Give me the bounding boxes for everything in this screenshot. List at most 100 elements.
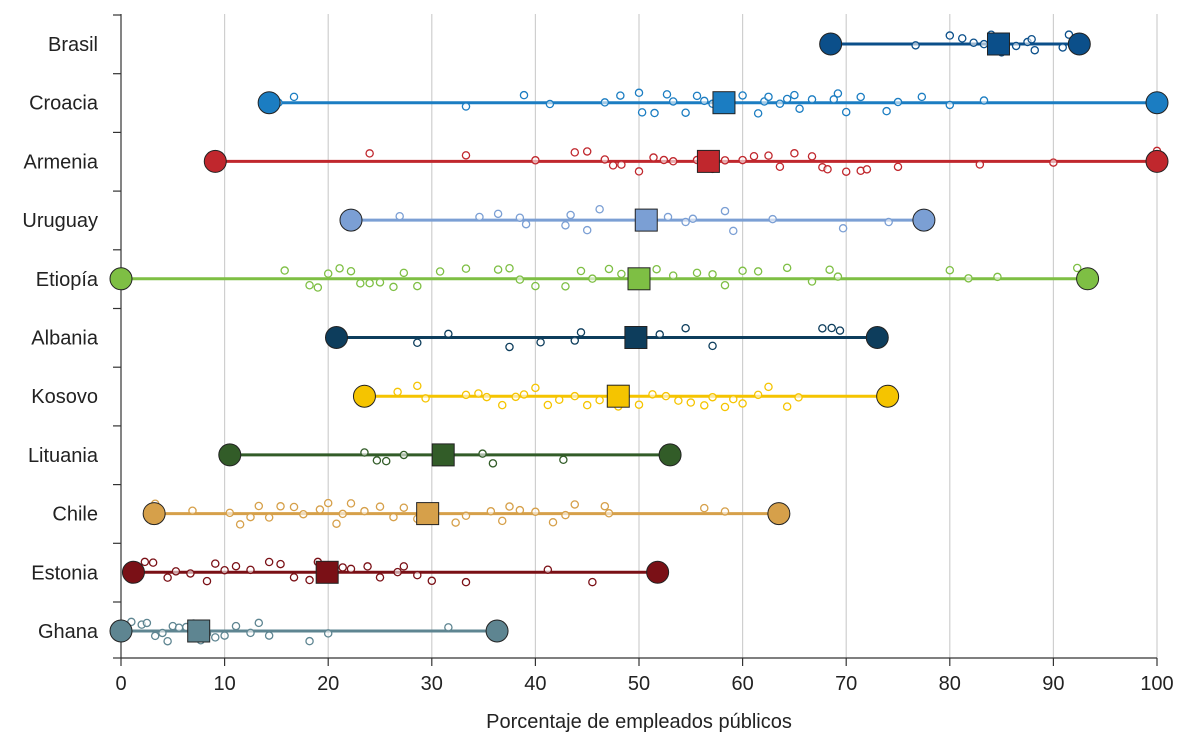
data-point [335, 264, 344, 273]
data-point [893, 97, 903, 107]
x-tick-label: 80 [939, 673, 961, 695]
x-tick-label: 90 [1042, 673, 1064, 695]
data-point [782, 263, 792, 273]
series-row [109, 263, 1100, 292]
data-point [668, 157, 678, 166]
data-point [729, 394, 738, 404]
data-point [749, 151, 759, 161]
data-point [681, 323, 690, 333]
data-point [688, 214, 698, 224]
min-marker [324, 326, 348, 349]
country-label: Estonia [31, 562, 99, 584]
data-point [554, 395, 564, 405]
data-point [305, 575, 314, 585]
data-point [738, 266, 747, 276]
data-point [957, 34, 967, 43]
mean-marker [624, 326, 648, 349]
mean-marker [187, 619, 211, 643]
min-marker [339, 208, 363, 232]
data-point [753, 267, 763, 276]
data-point [332, 519, 341, 528]
country-label: Albania [31, 328, 99, 350]
x-tick-label: 10 [213, 673, 235, 695]
data-point [338, 509, 347, 519]
data-point [338, 563, 347, 572]
data-point [254, 618, 264, 628]
data-point [276, 559, 285, 569]
data-point [775, 162, 785, 171]
data-point [807, 152, 817, 161]
data-point [882, 106, 891, 116]
data-point [548, 518, 558, 527]
data-point [659, 155, 669, 165]
data-point [720, 402, 730, 412]
data-point [202, 576, 212, 586]
series-row [142, 498, 791, 529]
data-point [451, 518, 460, 527]
data-point [323, 629, 333, 638]
min-marker [142, 502, 166, 526]
data-point [515, 275, 525, 284]
data-point [399, 450, 409, 460]
max-marker [1145, 91, 1169, 115]
data-point [186, 569, 195, 578]
data-point [515, 505, 525, 515]
data-point [588, 274, 597, 283]
data-point [764, 382, 773, 392]
data-point [264, 513, 274, 522]
data-point [536, 338, 545, 347]
data-point [493, 209, 503, 219]
data-point [700, 401, 709, 410]
data-point [582, 400, 592, 410]
min-marker [352, 384, 376, 408]
data-point [1058, 43, 1067, 52]
data-point [720, 507, 730, 516]
data-point [543, 565, 553, 574]
data-point [833, 272, 843, 281]
data-point [231, 561, 241, 571]
x-tick-label: 30 [421, 673, 443, 695]
series-row [352, 381, 900, 412]
series-row [203, 146, 1169, 176]
series-layer [109, 30, 1169, 646]
series-row [121, 557, 670, 587]
data-point [254, 501, 264, 511]
data-point [708, 392, 717, 402]
data-point [305, 281, 314, 290]
data-point [708, 341, 717, 351]
data-point [570, 500, 580, 509]
mean-marker [431, 443, 455, 467]
data-point [634, 167, 644, 176]
min-marker [203, 149, 227, 173]
data-point [389, 282, 398, 292]
data-point [289, 502, 299, 512]
data-point [692, 91, 702, 101]
data-point [148, 558, 158, 567]
data-point [142, 618, 152, 628]
data-point [389, 512, 398, 522]
x-tick-label: 0 [115, 673, 126, 695]
data-point [360, 448, 369, 457]
data-point [979, 39, 989, 49]
data-point [794, 393, 803, 402]
data-point [375, 278, 385, 287]
data-point [475, 212, 484, 222]
x-tick-label: 100 [1140, 673, 1173, 695]
mean-marker [416, 502, 440, 526]
data-point [1030, 45, 1040, 55]
data-point [1072, 263, 1082, 273]
data-point [738, 155, 747, 165]
data-point [661, 391, 671, 401]
data-point [1027, 35, 1036, 44]
data-point [753, 390, 763, 400]
data-point [561, 221, 570, 230]
data-point [505, 342, 514, 352]
data-point [225, 508, 235, 518]
data-point [655, 330, 664, 339]
mean-marker [627, 267, 651, 291]
data-point [482, 392, 491, 402]
data-point [964, 274, 973, 283]
data-point [663, 212, 673, 222]
data-point [768, 214, 777, 224]
data-point [582, 147, 592, 156]
